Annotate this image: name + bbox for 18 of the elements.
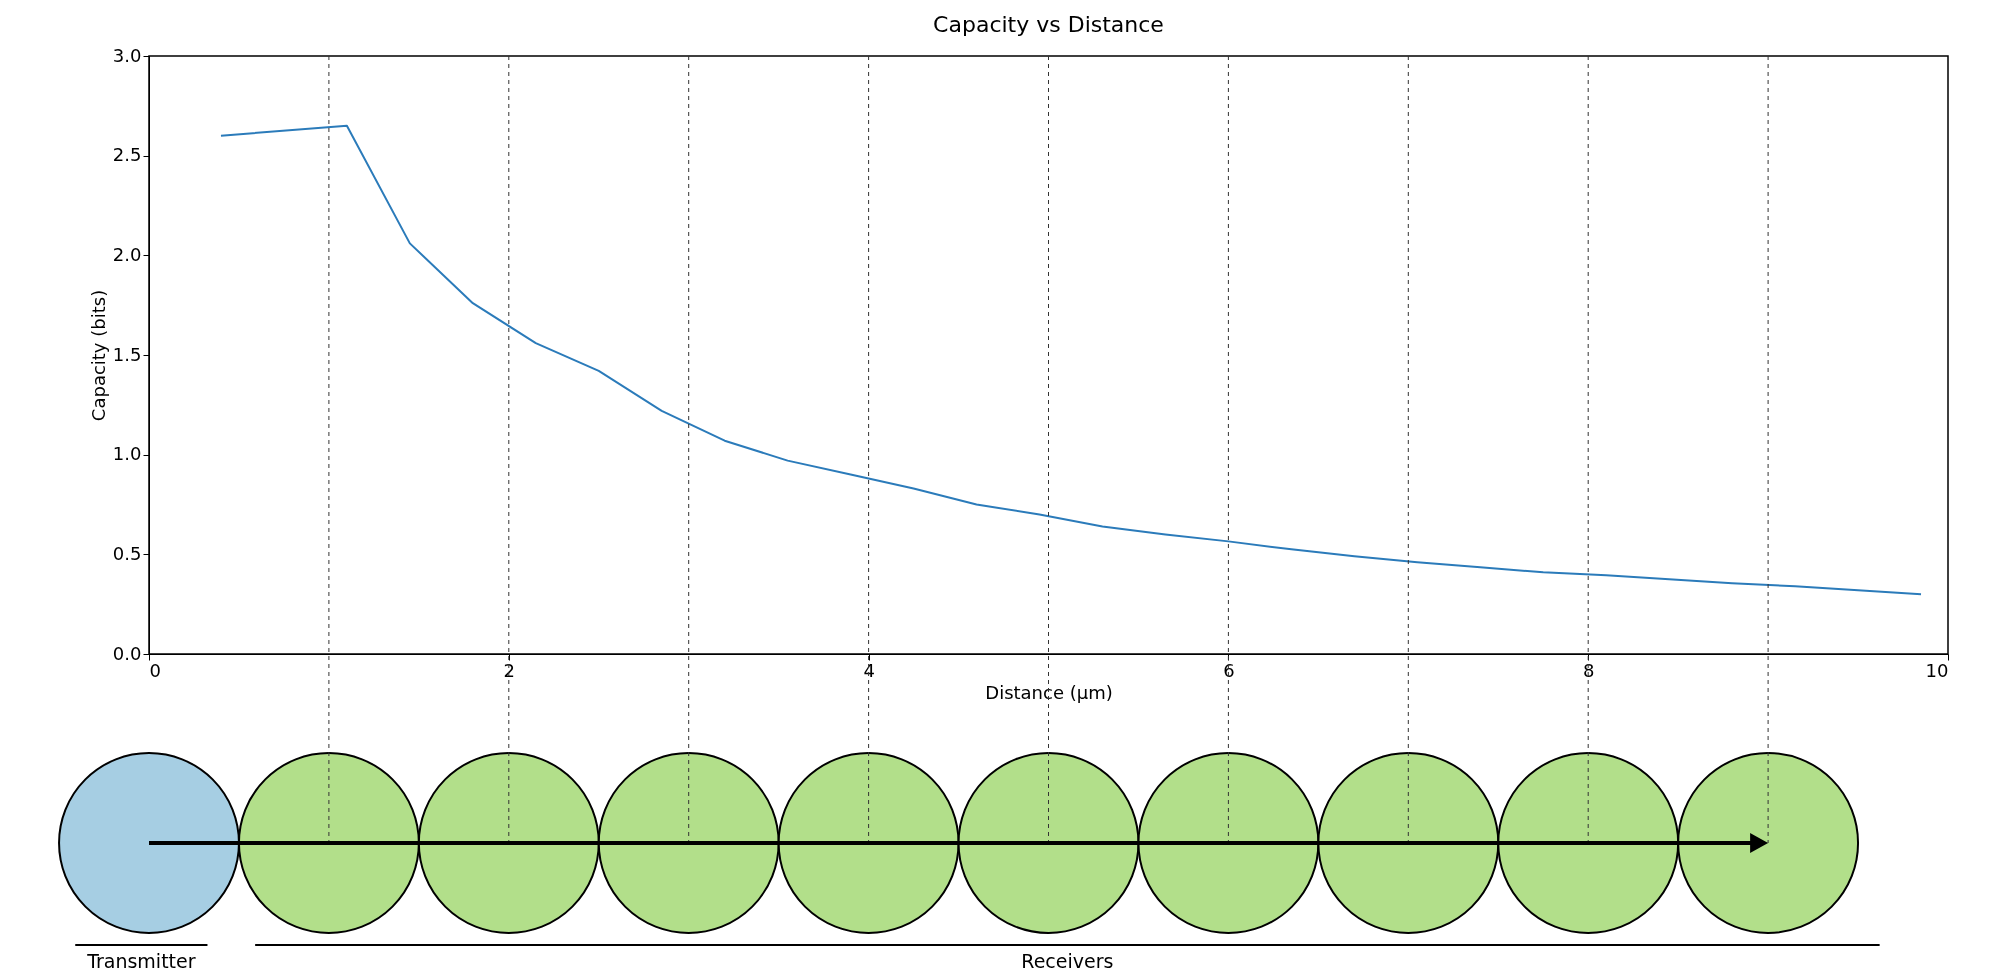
x-tick-label: 2 xyxy=(503,659,516,681)
chart-title: Capacity vs Distance xyxy=(933,12,1164,37)
y-tick-label: 1.5 xyxy=(112,343,142,365)
y-tick-label: 2.5 xyxy=(112,144,142,166)
text: Transmitter xyxy=(86,950,196,972)
x-tick-label: 0 xyxy=(149,659,161,681)
y-tick-label: 1.0 xyxy=(112,443,142,465)
y-tick-label: 0.5 xyxy=(112,542,142,564)
x-axis-title: Distance (μm) xyxy=(985,681,1113,703)
x-tick-label: 8 xyxy=(1582,659,1595,681)
x-tick-label: 6 xyxy=(1223,659,1235,681)
y-tick-label: 3.0 xyxy=(112,44,142,66)
text: Receivers xyxy=(1021,950,1114,972)
y-axis-title: Capacity (bits) xyxy=(87,289,109,422)
y-tick-label: 0.0 xyxy=(112,642,142,664)
y-tick-label: 2.0 xyxy=(112,243,142,265)
x-tick-label: 10 xyxy=(1925,659,1949,681)
x-tick-label: 4 xyxy=(863,659,875,681)
